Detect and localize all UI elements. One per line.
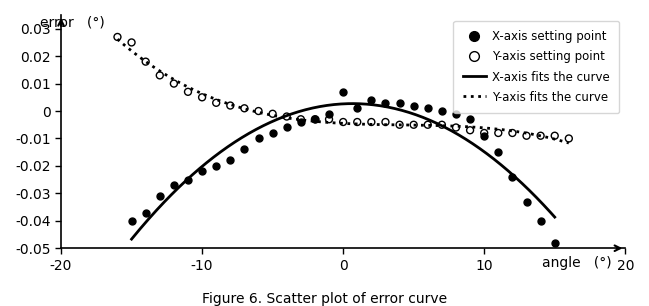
Y-axis setting point: [239, 106, 250, 111]
X-axis setting point: [451, 111, 461, 116]
Y-axis setting point: [493, 131, 504, 136]
Y-axis setting point: [437, 122, 447, 127]
Y-axis setting point: [563, 136, 574, 141]
X-axis setting point: [197, 169, 207, 174]
X-axis setting point: [183, 177, 193, 182]
X-axis setting point: [239, 147, 250, 152]
X-axis fits the curve: [388, 106, 396, 110]
Y-axis setting point: [225, 103, 236, 108]
X-axis fits the curve: [128, 237, 136, 241]
Y-axis setting point: [197, 95, 207, 100]
Y-axis setting point: [112, 35, 123, 39]
X-axis setting point: [395, 100, 405, 105]
X-axis setting point: [324, 111, 334, 116]
Y-axis setting point: [140, 59, 151, 64]
Y-axis setting point: [521, 133, 532, 138]
Text: angle   (°): angle (°): [541, 256, 611, 271]
X-axis setting point: [338, 89, 349, 94]
X-axis fits the curve: [129, 236, 137, 239]
Y-axis fits the curve: [390, 123, 398, 127]
Y-axis setting point: [253, 109, 263, 114]
X-axis fits the curve: [485, 154, 493, 158]
Y-axis setting point: [211, 100, 221, 105]
X-axis setting point: [479, 133, 489, 138]
X-axis setting point: [408, 103, 419, 108]
X-axis setting point: [535, 218, 546, 223]
Y-axis setting point: [465, 128, 475, 133]
Y-axis setting point: [535, 133, 546, 138]
Y-axis fits the curve: [381, 123, 389, 126]
X-axis setting point: [140, 210, 151, 215]
Y-axis fits the curve: [115, 39, 123, 42]
Y-axis fits the curve: [522, 131, 530, 135]
X-axis setting point: [352, 106, 362, 111]
X-axis setting point: [437, 109, 447, 114]
Y-axis fits the curve: [494, 127, 502, 131]
X-axis fits the curve: [381, 105, 389, 108]
X-axis setting point: [366, 98, 376, 103]
Y-axis setting point: [338, 120, 349, 125]
Y-axis setting point: [352, 120, 362, 125]
X-axis fits the curve: [380, 104, 387, 108]
Y-axis fits the curve: [565, 141, 572, 145]
X-axis setting point: [282, 125, 292, 130]
Line: X-axis fits the curve: X-axis fits the curve: [132, 104, 555, 239]
X-axis setting point: [267, 131, 278, 136]
Y-axis setting point: [267, 111, 278, 116]
Text: error   (°): error (°): [40, 15, 104, 29]
Line: Y-axis fits the curve: Y-axis fits the curve: [117, 39, 569, 143]
Y-axis setting point: [127, 40, 137, 45]
Y-axis fits the curve: [114, 37, 121, 41]
X-axis setting point: [310, 117, 320, 122]
Y-axis setting point: [310, 117, 320, 122]
X-axis setting point: [422, 106, 433, 111]
Y-axis setting point: [508, 131, 518, 136]
X-axis setting point: [521, 199, 532, 204]
X-axis setting point: [296, 120, 306, 125]
Y-axis setting point: [479, 131, 489, 136]
Y-axis setting point: [169, 81, 179, 86]
Y-axis fits the curve: [382, 123, 390, 127]
Y-axis setting point: [395, 122, 405, 127]
Y-axis setting point: [451, 125, 461, 130]
X-axis setting point: [154, 194, 165, 199]
Y-axis setting point: [366, 120, 376, 125]
Y-axis setting point: [380, 120, 391, 125]
Y-axis setting point: [154, 73, 165, 78]
X-axis setting point: [169, 183, 179, 188]
X-axis setting point: [127, 218, 137, 223]
Y-axis setting point: [550, 133, 560, 138]
Y-axis setting point: [422, 122, 433, 127]
X-axis setting point: [508, 174, 518, 179]
Y-axis setting point: [408, 122, 419, 127]
X-axis fits the curve: [349, 102, 356, 106]
X-axis setting point: [465, 117, 475, 122]
Y-axis setting point: [183, 89, 193, 94]
Y-axis setting point: [324, 117, 334, 122]
Legend: X-axis setting point, Y-axis setting point, X-axis fits the curve, Y-axis fits t: X-axis setting point, Y-axis setting poi…: [453, 21, 619, 113]
Text: Figure 6. Scatter plot of error curve: Figure 6. Scatter plot of error curve: [202, 292, 447, 306]
Y-axis setting point: [282, 114, 292, 119]
Y-axis setting point: [296, 117, 306, 122]
X-axis setting point: [550, 240, 560, 245]
X-axis setting point: [380, 100, 391, 105]
X-axis setting point: [253, 136, 263, 141]
X-axis setting point: [211, 163, 221, 168]
X-axis fits the curve: [551, 215, 559, 219]
X-axis fits the curve: [513, 177, 520, 180]
X-axis setting point: [225, 158, 236, 163]
X-axis setting point: [493, 150, 504, 155]
